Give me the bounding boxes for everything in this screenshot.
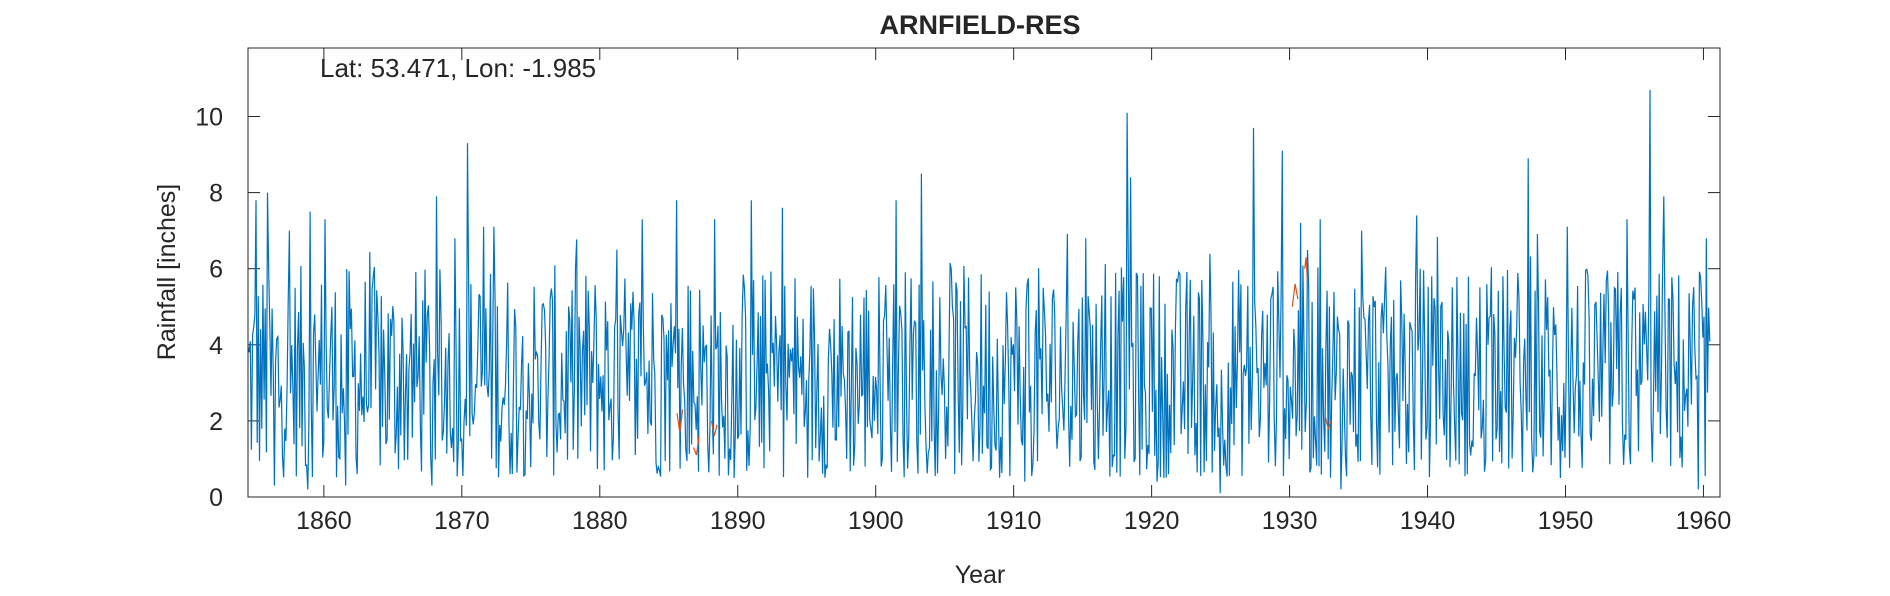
- y-axis-label: Rainfall [inches]: [153, 184, 181, 360]
- y-tick-label: 0: [209, 484, 223, 512]
- x-tick-label: 1950: [1538, 507, 1594, 535]
- secondary-series-segment: [693, 436, 700, 456]
- chart-title: ARNFIELD-RES: [880, 10, 1081, 40]
- secondary-series-segment: [676, 409, 684, 433]
- rainfall-series-line: [247, 89, 1711, 494]
- x-tick-label: 1890: [710, 507, 766, 535]
- secondary-series-segment: [1324, 416, 1332, 431]
- station-coordinates: Lat: 53.471, Lon: -1.985: [320, 53, 596, 83]
- plot-frame: [247, 47, 1721, 498]
- y-tick-label: 2: [209, 408, 223, 436]
- secondary-series-segment: [1291, 283, 1299, 307]
- plot-axes: 1860 1870 1880 1890 1900 1910 1920 1930 1940 1950…: [195, 48, 1731, 535]
- secondary-series-segment: [1304, 257, 1309, 284]
- x-tick-label: 1940: [1400, 507, 1456, 535]
- x-tick-label: 1880: [572, 507, 628, 535]
- x-tick-label: 1900: [848, 507, 904, 535]
- y-tick-label: 4: [209, 332, 223, 360]
- x-tick-label: 1930: [1262, 507, 1318, 535]
- x-tick-label: 1960: [1676, 507, 1732, 535]
- x-tick-label: 1870: [434, 507, 490, 535]
- y-tick-label: 10: [195, 103, 223, 131]
- secondary-series-segment: [710, 420, 718, 437]
- series-layer: [247, 89, 1711, 494]
- x-tick-label: 1920: [1124, 507, 1180, 535]
- y-tick-label: 6: [209, 256, 223, 284]
- y-tick-label: 8: [209, 180, 223, 208]
- x-tick-label: 1860: [296, 507, 352, 535]
- x-axis-label: Year: [955, 561, 1006, 589]
- x-tick-label: 1910: [986, 507, 1042, 535]
